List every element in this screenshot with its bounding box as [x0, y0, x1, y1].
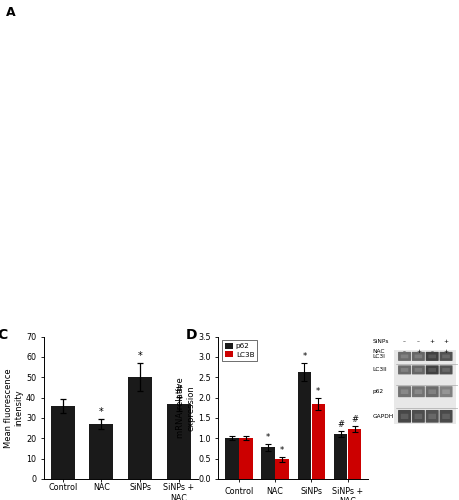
Text: A: A: [6, 6, 15, 18]
Bar: [239, 438, 252, 479]
Text: B: B: [6, 192, 15, 204]
Text: +: +: [429, 340, 434, 344]
Bar: [50, 406, 74, 479]
Text: GAPDH: GAPDH: [372, 414, 393, 419]
Text: *: *: [302, 352, 306, 362]
FancyBboxPatch shape: [414, 390, 421, 394]
FancyBboxPatch shape: [397, 386, 410, 397]
FancyBboxPatch shape: [425, 410, 438, 422]
FancyBboxPatch shape: [411, 386, 424, 397]
Text: +: +: [442, 349, 448, 354]
FancyBboxPatch shape: [400, 354, 408, 358]
Text: LC3II: LC3II: [372, 368, 386, 372]
Bar: [167, 404, 190, 479]
FancyBboxPatch shape: [400, 368, 408, 372]
FancyBboxPatch shape: [441, 390, 449, 394]
Text: C: C: [0, 328, 8, 342]
Text: *: *: [315, 386, 320, 396]
FancyBboxPatch shape: [427, 414, 435, 419]
Text: *: *: [265, 433, 270, 442]
FancyBboxPatch shape: [427, 354, 435, 358]
Text: –: –: [402, 349, 405, 354]
FancyBboxPatch shape: [439, 366, 452, 374]
Text: #: #: [350, 416, 357, 424]
FancyBboxPatch shape: [439, 386, 452, 397]
FancyBboxPatch shape: [400, 414, 408, 419]
Bar: [275, 460, 288, 479]
FancyBboxPatch shape: [411, 366, 424, 374]
Bar: [347, 430, 360, 479]
Bar: [333, 434, 347, 479]
Text: –: –: [430, 349, 433, 354]
Text: *: *: [99, 407, 104, 417]
FancyBboxPatch shape: [427, 368, 435, 372]
Y-axis label: Mean fluorescence
intensity: Mean fluorescence intensity: [4, 368, 23, 448]
FancyBboxPatch shape: [411, 410, 424, 422]
Text: p62: p62: [372, 389, 383, 394]
Text: +: +: [442, 340, 448, 344]
Legend: p62, LC3B: p62, LC3B: [222, 340, 257, 360]
Bar: [261, 447, 274, 479]
Bar: [89, 424, 113, 479]
FancyBboxPatch shape: [441, 354, 449, 358]
Text: *: *: [137, 351, 142, 361]
FancyBboxPatch shape: [441, 368, 449, 372]
Y-axis label: mRNA relative
expression: mRNA relative expression: [175, 378, 195, 438]
FancyBboxPatch shape: [414, 354, 421, 358]
FancyBboxPatch shape: [427, 390, 435, 394]
FancyBboxPatch shape: [411, 352, 424, 361]
Text: D: D: [185, 328, 196, 342]
FancyBboxPatch shape: [425, 386, 438, 397]
Bar: [311, 404, 325, 479]
FancyBboxPatch shape: [441, 414, 449, 419]
Text: SiNPs: SiNPs: [372, 340, 388, 344]
Text: –: –: [402, 340, 405, 344]
Text: #: #: [336, 420, 343, 430]
Text: NAC: NAC: [372, 349, 384, 354]
Bar: [297, 372, 310, 479]
Text: LC3I: LC3I: [372, 354, 385, 359]
FancyBboxPatch shape: [425, 366, 438, 374]
FancyBboxPatch shape: [439, 352, 452, 361]
Bar: [128, 377, 152, 479]
Text: –: –: [416, 340, 419, 344]
FancyBboxPatch shape: [397, 352, 410, 361]
Bar: [225, 438, 238, 479]
Text: #: #: [174, 384, 183, 394]
FancyBboxPatch shape: [397, 410, 410, 422]
FancyBboxPatch shape: [425, 352, 438, 361]
FancyBboxPatch shape: [397, 366, 410, 374]
FancyBboxPatch shape: [439, 410, 452, 422]
Bar: [393, 350, 455, 424]
FancyBboxPatch shape: [414, 414, 421, 419]
Text: +: +: [415, 349, 420, 354]
FancyBboxPatch shape: [400, 390, 408, 394]
Text: *: *: [280, 446, 284, 455]
FancyBboxPatch shape: [414, 368, 421, 372]
